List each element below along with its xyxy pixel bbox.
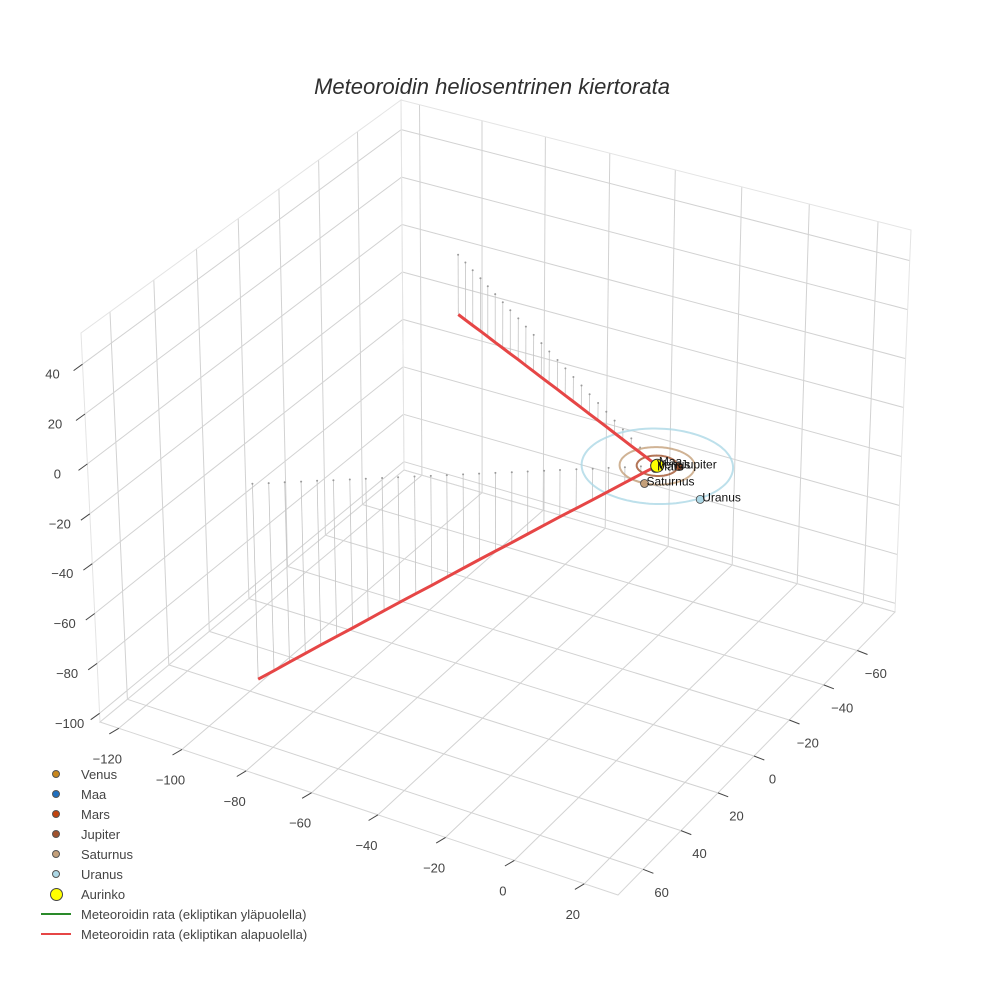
- legend-item-venus[interactable]: Venus: [0, 764, 307, 784]
- z-tick-label: −40: [51, 566, 73, 581]
- x-tick-label: 0: [499, 883, 506, 898]
- orbit-saturnus: [618, 446, 696, 486]
- legend-label: Jupiter: [81, 826, 121, 842]
- legend-label: Maa: [81, 786, 107, 802]
- saturnus-marker: [640, 479, 649, 488]
- legend-label: Aurinko: [81, 886, 126, 902]
- x-tick-label: −80: [224, 794, 246, 809]
- y-tick-label: 60: [654, 885, 668, 900]
- legend-item-saturnus[interactable]: Saturnus: [0, 844, 307, 864]
- planet-label-maa: Maa: [659, 455, 683, 469]
- uranus-marker: [695, 494, 705, 504]
- y-tick-label: −40: [831, 700, 853, 715]
- y-tick-label: −60: [865, 666, 887, 681]
- mars-marker-icon: [52, 810, 60, 818]
- legend-item-trajectory-below[interactable]: Meteoroidin rata (ekliptikan alapuolella…: [0, 924, 307, 944]
- z-tick-label: −100: [55, 716, 84, 731]
- y-tick-label: 40: [692, 846, 706, 861]
- saturnus-marker-icon: [52, 850, 60, 858]
- legend: Venus Maa Mars Jupiter Saturnus Uranus A…: [0, 764, 307, 944]
- legend-item-jupiter[interactable]: Jupiter: [0, 824, 307, 844]
- venus-marker-icon: [52, 770, 60, 778]
- x-tick-label: −20: [423, 860, 445, 875]
- planet-label-mars: Mars: [657, 460, 684, 474]
- planet-label-saturnus: Saturnus: [647, 475, 695, 489]
- axis-ticks: −100 −80 −60 −40 −20 0 20 40 −120 −100 −80 −60 −40 −2…: [45, 363, 887, 922]
- chart-title: Meteoroidin heliosentrinen kiertorata: [314, 74, 670, 99]
- planet-label-uranus: Uranus: [702, 490, 741, 504]
- z-tick-label: 20: [48, 417, 62, 432]
- maa-marker-icon: [52, 790, 60, 798]
- uranus-marker-icon: [52, 870, 60, 878]
- y-tick-label: 0: [769, 772, 776, 787]
- legend-label: Venus: [81, 766, 118, 782]
- legend-label: Meteoroidin rata (ekliptikan yläpuolella…: [81, 906, 307, 922]
- x-tick-label: −40: [355, 838, 377, 853]
- z-tick-label: −60: [54, 616, 76, 631]
- y-tick-label: −20: [797, 736, 819, 751]
- legend-item-uranus[interactable]: Uranus: [0, 864, 307, 884]
- z-tick-label: 40: [45, 367, 59, 382]
- sun-marker-icon: [49, 887, 63, 901]
- planet-markers: [640, 458, 705, 504]
- x-tick-label: −120: [93, 751, 122, 766]
- x-tick-label: −100: [156, 772, 185, 787]
- legend-item-aurinko[interactable]: Aurinko: [0, 884, 307, 904]
- sun-marker: [650, 458, 665, 473]
- z-tick-label: −80: [56, 666, 78, 681]
- box-edges: [80, 99, 912, 896]
- red-line-icon: [41, 933, 71, 935]
- legend-label: Mars: [81, 806, 110, 822]
- legend-item-trajectory-above[interactable]: Meteoroidin rata (ekliptikan yläpuolella…: [0, 904, 307, 924]
- z-tick-label: −20: [49, 516, 71, 531]
- legend-label: Saturnus: [81, 846, 134, 862]
- x-tick-label: 20: [566, 907, 580, 922]
- orbit-jupiter: [635, 454, 679, 477]
- orbit-uranus: [580, 427, 735, 505]
- legend-label: Meteoroidin rata (ekliptikan alapuolella…: [81, 926, 308, 942]
- x-tick-label: −60: [289, 816, 311, 831]
- trajectory-below-ecliptic: [257, 313, 659, 681]
- meteoroid-trajectory: [257, 313, 659, 681]
- ecliptic-drop-lines: [251, 253, 650, 680]
- jupiter-marker-icon: [52, 830, 60, 838]
- z-tick-label: 0: [54, 466, 61, 481]
- green-line-icon: [41, 913, 71, 915]
- legend-label: Uranus: [81, 866, 123, 882]
- jupiter-marker: [674, 462, 684, 472]
- legend-item-mars[interactable]: Mars: [0, 804, 307, 824]
- y-tick-label: 20: [729, 808, 743, 823]
- planet-label-venus: Venus: [657, 458, 690, 472]
- legend-item-maa[interactable]: Maa: [0, 784, 307, 804]
- planet-label-jupiter: Jupiter: [681, 458, 717, 472]
